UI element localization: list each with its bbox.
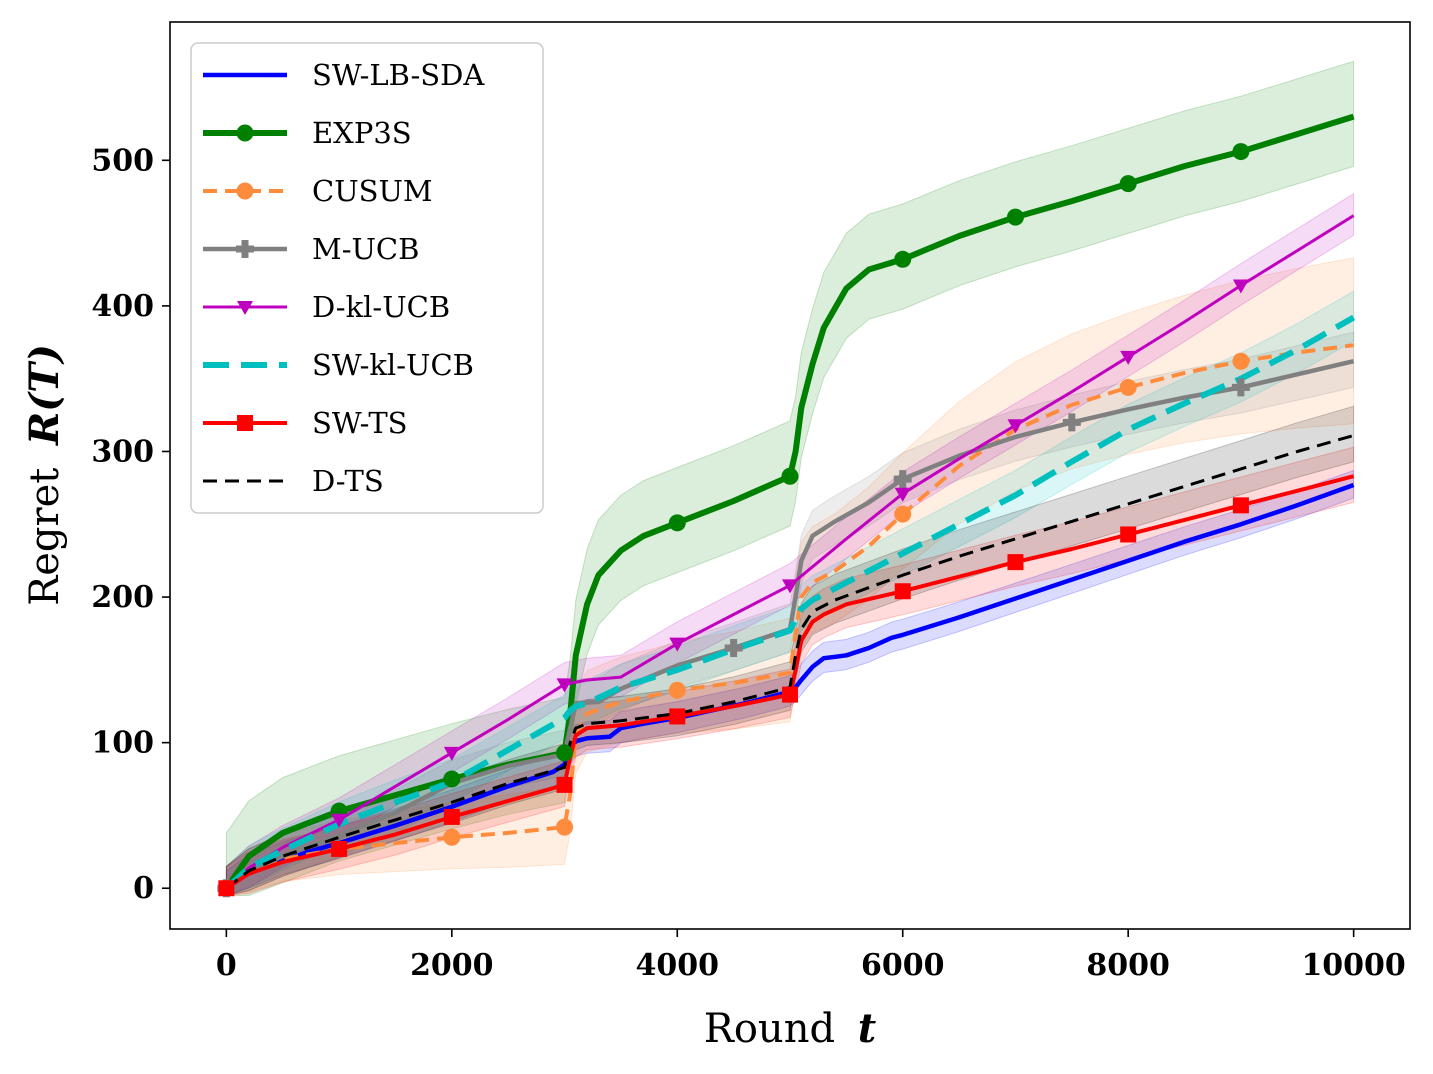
marker-exp3s (894, 250, 912, 268)
legend-marker-sw-ts (237, 415, 253, 431)
marker-d-kl-ucb (894, 487, 911, 502)
marker-sw-ts (443, 808, 460, 825)
marker-d-kl-ucb (556, 678, 573, 693)
marker-exp3s (1119, 175, 1137, 193)
line-exp3s (223, 113, 1355, 890)
marker-sw-ts (894, 583, 911, 600)
y-tick-label: 100 (91, 726, 154, 761)
series-markers (217, 143, 1250, 898)
y-tick-label: 400 (91, 289, 154, 324)
marker-d-kl-ucb (331, 813, 348, 828)
legend-marker-exp3s (236, 124, 254, 142)
y-axis-label-prefix: Regret (22, 468, 68, 606)
marker-sw-ts (1120, 526, 1137, 543)
marker-sw-ts (1007, 554, 1024, 571)
marker-exp3s (781, 467, 799, 485)
series-lines (223, 113, 1356, 891)
marker-exp3s (443, 770, 461, 788)
x-axis-label: Round t (704, 1005, 877, 1052)
legend-label-sw-kl-ucb: SW-kl-UCB (312, 348, 474, 382)
marker-exp3s (1232, 143, 1250, 161)
marker-d-kl-ucb (669, 637, 686, 652)
marker-cusum (894, 505, 912, 523)
legend-label-sw-ts: SW-TS (312, 406, 408, 440)
marker-cusum (1232, 352, 1250, 370)
legend-box (190, 42, 544, 514)
marker-d-kl-ucb (443, 746, 460, 761)
marker-m-ucb (1231, 378, 1250, 397)
y-tick-label: 300 (91, 434, 154, 469)
x-axis-label-symbol: t (858, 1005, 877, 1052)
x-axis-ticks: 0 2000 4000 6000 8000 10000 (216, 929, 1406, 983)
legend-marker-cusum (236, 182, 254, 200)
x-tick-label: 6000 (861, 948, 945, 983)
marker-sw-ts (218, 880, 235, 897)
legend-marker-d-kl-ucb (237, 301, 253, 315)
marker-exp3s (556, 744, 574, 762)
marker-cusum (668, 681, 686, 699)
marker-cusum (443, 828, 461, 846)
marker-cusum (1119, 378, 1137, 396)
marker-m-ucb (893, 470, 912, 489)
y-axis-label-symbol: R(T) (21, 344, 68, 446)
x-tick-label: 4000 (636, 948, 720, 983)
y-tick-label: 500 (91, 143, 154, 178)
x-tick-label: 2000 (410, 948, 494, 983)
marker-exp3s (1006, 208, 1024, 226)
line-cusum (225, 343, 1354, 890)
legend-label-d-ts: D-TS (312, 464, 384, 498)
marker-m-ucb (724, 639, 743, 658)
marker-exp3s (668, 514, 686, 532)
marker-cusum (556, 818, 574, 836)
marker-d-kl-ucb (782, 579, 798, 594)
marker-sw-ts (331, 840, 348, 857)
y-tick-label: 0 (133, 871, 154, 906)
legend-label-sw-lb-sda: SW-LB-SDA (312, 58, 485, 92)
legend: SW-LB-SDA EXP3S CUSUM M-UCB D-kl-UCB SW-kl-UC… (190, 42, 544, 514)
marker-sw-ts (1232, 497, 1249, 514)
x-axis-label-prefix: Round (704, 1006, 835, 1052)
x-tick-label: 8000 (1086, 948, 1170, 983)
x-tick-label: 10000 (1301, 948, 1405, 983)
legend-label-d-kl-ucb: D-kl-UCB (312, 290, 450, 324)
line-sw-kl-ucb (224, 314, 1356, 891)
marker-m-ucb (1062, 413, 1081, 432)
marker-d-kl-ucb (1232, 279, 1249, 294)
y-axis-label: Regret R(T) (21, 344, 68, 606)
line-d-kl-ucb (225, 214, 1355, 890)
marker-sw-ts (782, 686, 798, 703)
legend-marker-m-ucb (236, 240, 254, 258)
marker-sw-ts (669, 708, 686, 725)
y-tick-label: 200 (91, 580, 154, 615)
legend-label-m-ucb: M-UCB (312, 232, 419, 266)
legend-label-exp3s: EXP3S (312, 116, 412, 150)
plot-frame (169, 21, 1411, 930)
y-axis-ticks: 0 100 200 300 400 500 (91, 143, 170, 906)
legend-label-cusum: CUSUM (312, 174, 433, 208)
marker-d-kl-ucb (1120, 350, 1137, 365)
marker-sw-ts (556, 776, 573, 793)
x-tick-label: 0 (216, 948, 237, 983)
marker-d-kl-ucb (1007, 419, 1024, 434)
